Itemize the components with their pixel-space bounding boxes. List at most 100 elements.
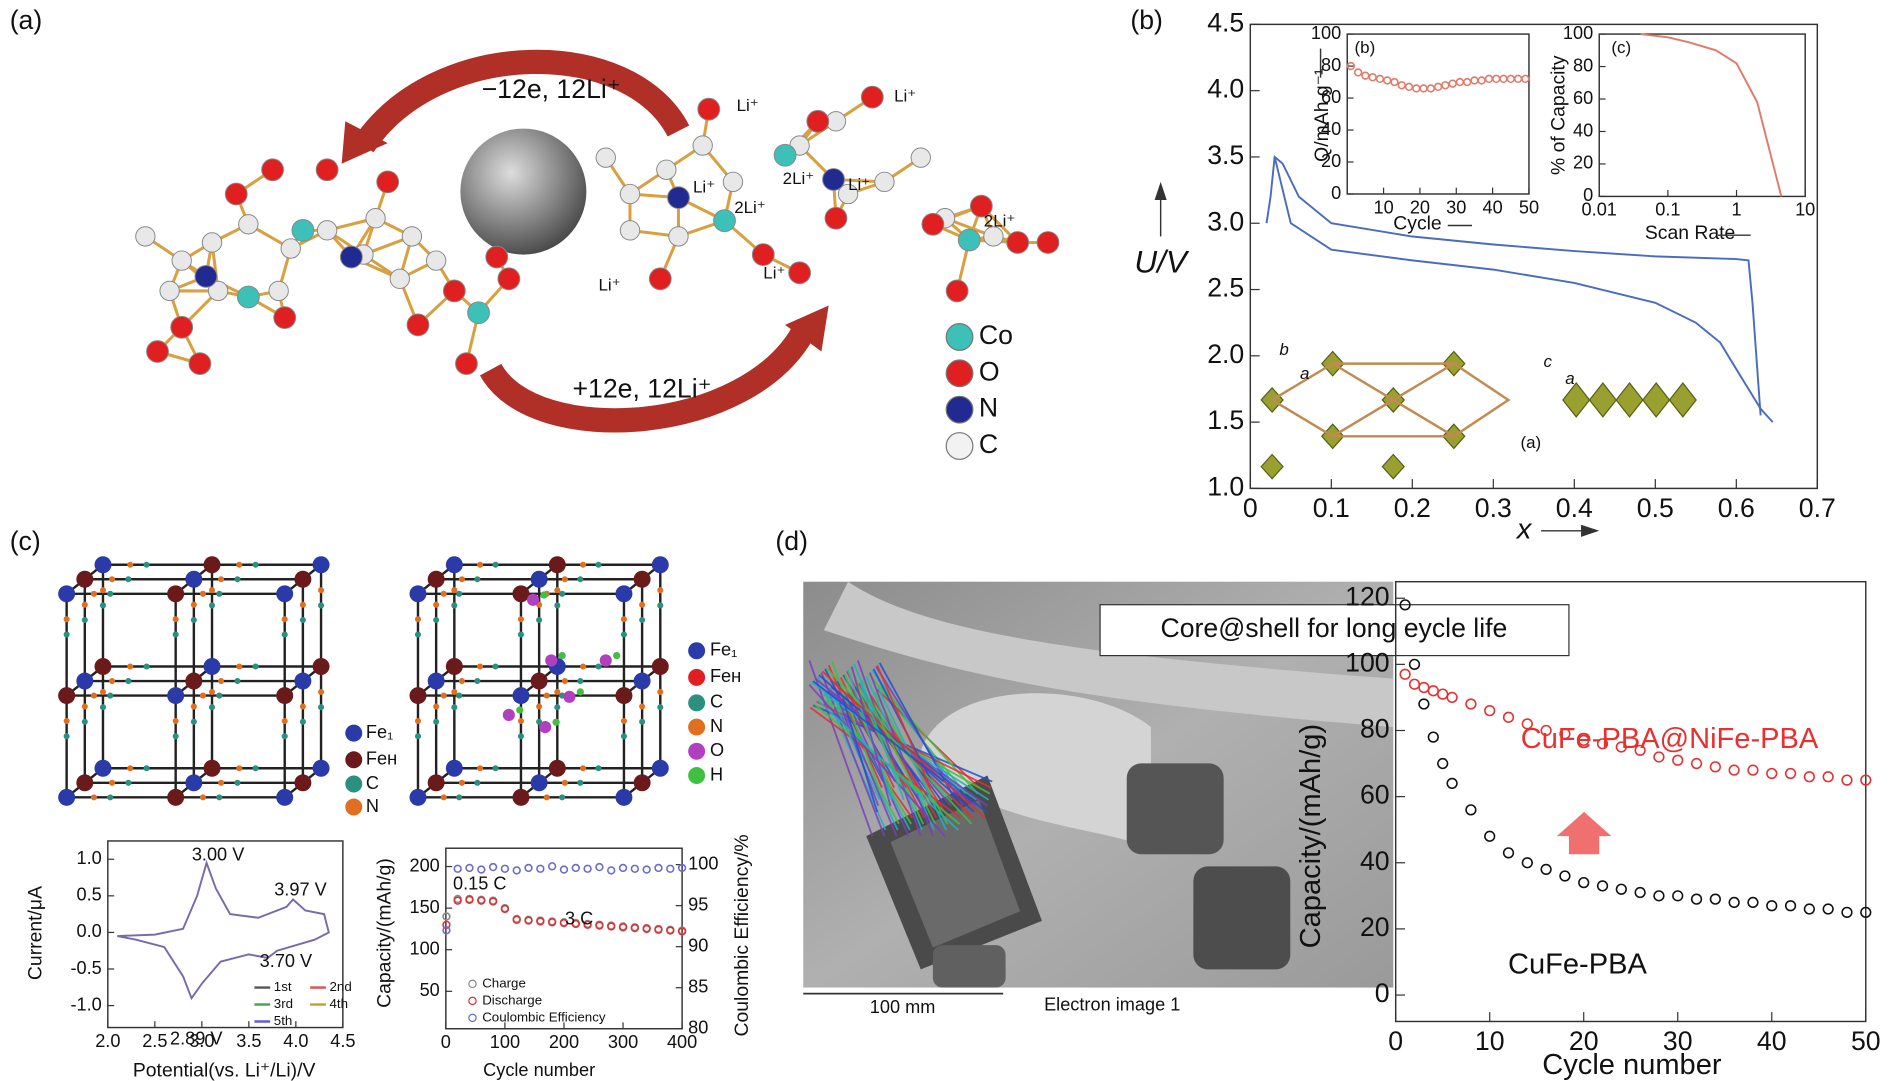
lattice-atom: [561, 779, 568, 786]
lattice-atom: [615, 687, 633, 705]
legend-label: H: [710, 764, 723, 784]
lattice-atom: [474, 678, 481, 685]
arrow: [353, 49, 690, 153]
y-tick-label: 80: [1321, 55, 1341, 75]
x-tick-label: 20: [1410, 197, 1430, 217]
lattice-atom: [299, 601, 306, 608]
lattice-atom: [125, 678, 132, 685]
legend-atom: [688, 642, 706, 660]
data-point: [595, 921, 604, 930]
atom: [365, 208, 386, 229]
lattice-atom: [639, 601, 646, 608]
lattice-atom: [502, 708, 515, 722]
ion-label: Li⁺: [894, 87, 916, 106]
data-point: [465, 895, 474, 904]
lattice-atom: [451, 704, 458, 711]
lattice-atom: [451, 587, 458, 594]
image-caption: Electron image 1: [1044, 995, 1180, 1015]
lattice-atom: [318, 587, 325, 594]
data-point: [1596, 880, 1609, 892]
ion-label: Li⁺: [599, 276, 621, 295]
data-point: [465, 863, 474, 873]
lattice-atom: [451, 602, 458, 609]
plot-frame: [1598, 33, 1806, 198]
polyhedron: [1642, 382, 1671, 418]
data-point: [1368, 73, 1377, 82]
axis-letter: b: [1279, 340, 1288, 359]
lattice-atom: [172, 717, 179, 725]
x-tick-label: 400: [667, 1032, 697, 1052]
chart: 2.0 2.5 3.0 3.5 4.0 4.5 -1.0 -0.5 0.0 0.5 1.0 Poten…: [24, 840, 355, 1081]
data-point: [1860, 774, 1872, 786]
x-tick-label: 0: [1388, 1026, 1403, 1056]
lattice-atom: [167, 687, 185, 705]
lattice-atom: [218, 576, 225, 583]
atom: [619, 183, 641, 205]
lattice-atom: [543, 692, 550, 699]
data-point: [1397, 81, 1406, 90]
lattice-atom: [216, 794, 223, 801]
polyhedron: [1668, 382, 1697, 418]
atom: [824, 206, 848, 230]
lattice-atom: [548, 556, 566, 574]
lattice-atom: [216, 692, 223, 699]
y-tick-label: 0: [1331, 183, 1341, 203]
data-point: [1346, 61, 1356, 71]
data-point: [1390, 77, 1399, 87]
lattice-atom: [276, 585, 294, 603]
data-point: [654, 925, 663, 934]
legend-atom: [688, 742, 706, 760]
legend-label: N: [710, 716, 723, 736]
data-point: [1578, 876, 1590, 889]
lattice-atom: [125, 779, 132, 786]
legend-label: N: [979, 393, 998, 423]
y2-tick-label: 80: [688, 1018, 708, 1038]
lattice-atom: [543, 794, 550, 801]
structure-inset: [1154, 48, 1751, 855]
x-axis-label: x: [1515, 513, 1533, 545]
lattice-atom: [167, 788, 185, 806]
legend-label: Coulombic Efficiency: [482, 1009, 606, 1024]
lattice-atom: [433, 601, 440, 608]
lattice-atom: [576, 688, 584, 696]
lattice-atom: [94, 658, 112, 675]
data-point: [1408, 658, 1421, 670]
lattice-atom: [409, 687, 427, 705]
atom: [485, 245, 509, 269]
atom: [860, 85, 884, 109]
lattice-atom: [559, 794, 566, 801]
x-tick-label: 300: [608, 1032, 638, 1052]
data-point: [1408, 678, 1421, 690]
lattice-atom: [90, 692, 97, 699]
data-point: [1728, 764, 1740, 776]
lattice-atom: [599, 654, 612, 667]
polyhedron: [1615, 382, 1644, 418]
legend-atom: [945, 323, 974, 351]
lattice-atom: [433, 616, 440, 624]
lattice-atom: [107, 692, 114, 699]
atom: [376, 170, 400, 194]
lattice-atom: [492, 663, 499, 670]
lattice-atom: [433, 718, 440, 725]
lattice-atom: [517, 717, 524, 725]
lattice-atom: [109, 779, 116, 786]
chart: 0 10 20 30 40 50 0 20 40 60 80 100 120 Cycle number Ca…: [1295, 580, 1881, 1081]
data-point: [442, 926, 451, 935]
atom: [822, 168, 845, 191]
lattice-atom: [281, 631, 288, 638]
strand: [878, 662, 963, 813]
data-point: [1361, 71, 1370, 80]
data-point: [488, 897, 498, 906]
data-point: [477, 865, 486, 874]
atom: [983, 226, 1004, 247]
data-point: [1465, 698, 1477, 710]
atom: [648, 267, 672, 291]
data-point: [1615, 883, 1627, 895]
legend-atom: [688, 718, 706, 736]
image-title-box: [1099, 604, 1570, 657]
data-point: [571, 863, 580, 873]
inset-title: (b): [1355, 38, 1376, 57]
data-point: [571, 919, 580, 929]
atom: [224, 182, 248, 206]
